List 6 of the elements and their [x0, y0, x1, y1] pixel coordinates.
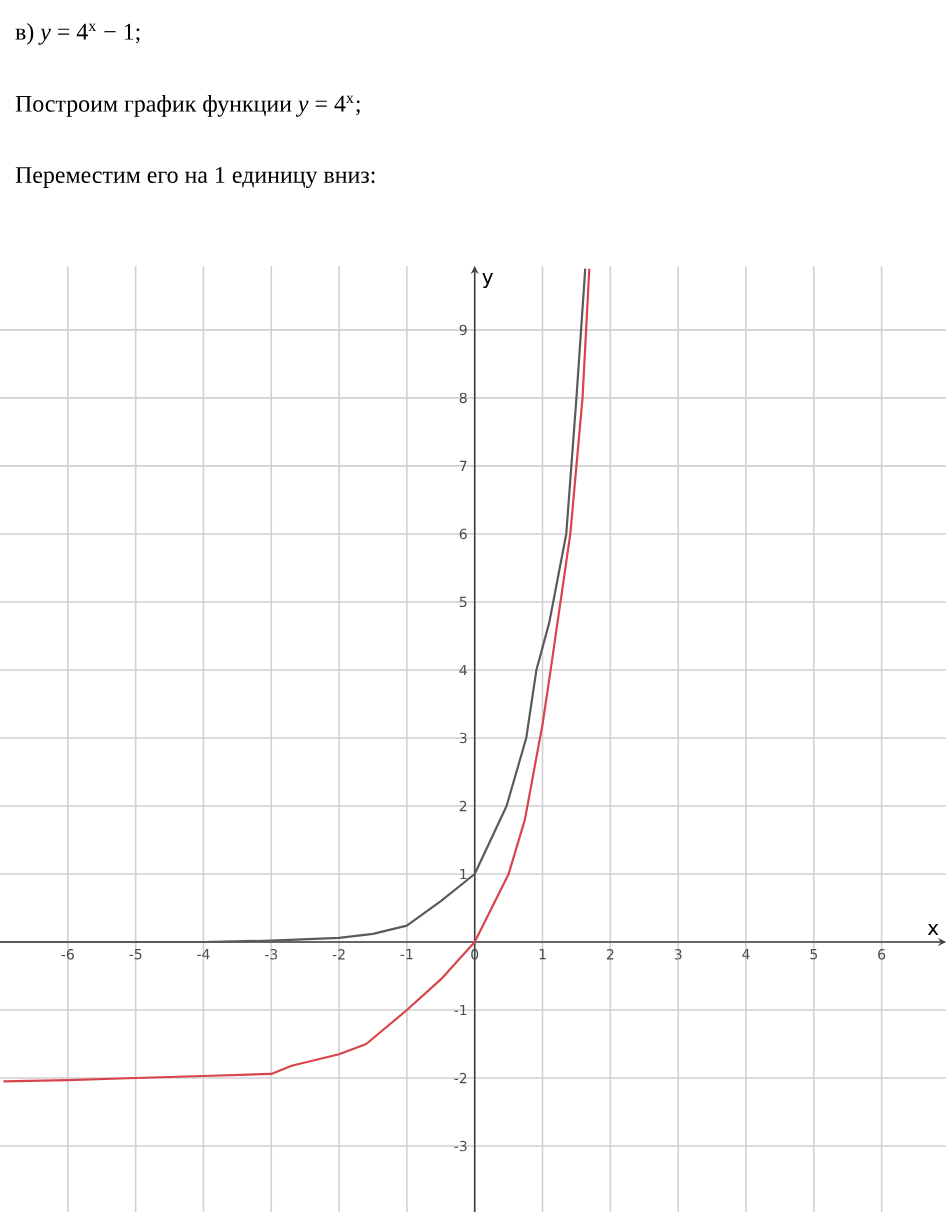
- x-axis-title: x: [927, 924, 939, 935]
- chart-title: в) y = 4$^{x}$ − 1;: [15, 23, 140, 45]
- y-axis-title: y: [482, 273, 493, 289]
- chart-subtitle: Построим график функции y = 4$^{x}$;: [15, 95, 360, 117]
- line-series: [2, 267, 591, 1083]
- text: Переместим его на 1 единицу вниз:: [15, 167, 375, 188]
